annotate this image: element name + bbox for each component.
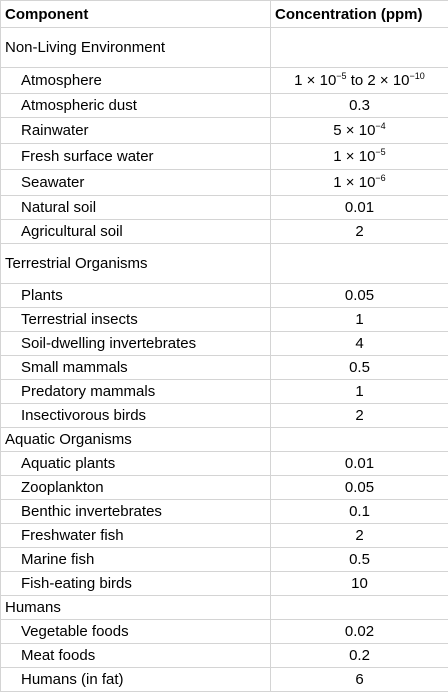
row-value: 1 × 10−5 [270,143,448,170]
table-row: Terrestrial insects 1 [0,307,448,332]
row-name: Marine fish [0,547,271,572]
section-title: Non-Living Environment [0,27,271,68]
section-row-humans: Humans [0,595,448,620]
row-name: Atmosphere [0,67,271,94]
row-value: 0.05 [270,475,448,500]
row-value: 5 × 10−4 [270,117,448,144]
table-row: Agricultural soil 2 [0,219,448,244]
row-value: 0.05 [270,283,448,308]
section-empty-cell [270,427,448,452]
row-name: Fresh surface water [0,143,271,170]
row-value: 0.3 [270,93,448,118]
table-row: Natural soil 0.01 [0,195,448,220]
sci-mantissa: 1 × 10 [333,148,376,165]
table-row: Atmosphere 1 × 10−5 to 2 × 10−10 [0,67,448,94]
row-name: Agricultural soil [0,219,271,244]
row-name: Seawater [0,169,271,196]
row-value: 0.01 [270,195,448,220]
row-name: Fish-eating birds [0,571,271,596]
component-header: Component [0,0,271,28]
row-value: 1 [270,307,448,332]
table-row: Humans (in fat) 6 [0,667,448,692]
row-name: Terrestrial insects [0,307,271,332]
row-value: 0.2 [270,643,448,668]
table-row: Seawater 1 × 10−6 [0,169,448,196]
row-name: Small mammals [0,355,271,380]
section-row-non-living: Non-Living Environment [0,27,448,68]
row-value: 4 [270,331,448,356]
table-row: Soil-dwelling invertebrates 4 [0,331,448,356]
table-row: Zooplankton 0.05 [0,475,448,500]
row-value: 2 [270,403,448,428]
row-value: 0.1 [270,499,448,524]
row-name: Aquatic plants [0,451,271,476]
sci-exponent: −5 [375,147,386,157]
table-row: Small mammals 0.5 [0,355,448,380]
section-title: Aquatic Organisms [0,427,271,452]
table-row: Rainwater 5 × 10−4 [0,117,448,144]
table-row: Freshwater fish 2 [0,523,448,548]
section-empty-cell [270,595,448,620]
row-value: 0.5 [270,355,448,380]
sci-mantissa: 5 × 10 [333,122,376,139]
section-empty-cell [270,27,448,68]
row-value: 1 × 10−5 to 2 × 10−10 [270,67,448,94]
row-name: Insectivorous birds [0,403,271,428]
row-value: 2 [270,219,448,244]
table-row: Fresh surface water 1 × 10−5 [0,143,448,170]
row-value: 1 [270,379,448,404]
row-name: Atmospheric dust [0,93,271,118]
row-name: Natural soil [0,195,271,220]
header-row: Component Concentration (ppm) [0,0,448,28]
row-value: 6 [270,667,448,692]
section-title: Humans [0,595,271,620]
sci-exponent: −10 [409,71,425,81]
table-row: Insectivorous birds 2 [0,403,448,428]
row-value: 0.02 [270,619,448,644]
row-name: Vegetable foods [0,619,271,644]
row-name: Freshwater fish [0,523,271,548]
row-value: 2 [270,523,448,548]
sci-exponent: −6 [375,173,386,183]
row-name: Rainwater [0,117,271,144]
table-row: Vegetable foods 0.02 [0,619,448,644]
section-title: Terrestrial Organisms [0,243,271,284]
concentration-header: Concentration (ppm) [270,0,448,28]
row-value: 0.01 [270,451,448,476]
sci-exponent: −5 [336,71,347,81]
row-name: Predatory mammals [0,379,271,404]
table-row: Aquatic plants 0.01 [0,451,448,476]
section-row-aquatic: Aquatic Organisms [0,427,448,452]
sci-exponent: −4 [375,121,386,131]
row-value: 10 [270,571,448,596]
row-name: Plants [0,283,271,308]
table-row: Meat foods 0.2 [0,643,448,668]
sci-range-mid: to 2 × 10 [346,72,410,89]
row-value: 1 × 10−6 [270,169,448,196]
row-name: Benthic invertebrates [0,499,271,524]
sci-mantissa: 1 × 10 [333,174,376,191]
row-name: Meat foods [0,643,271,668]
row-value: 0.5 [270,547,448,572]
row-name: Zooplankton [0,475,271,500]
sci-mantissa: 1 × 10 [294,72,337,89]
table-row: Benthic invertebrates 0.1 [0,499,448,524]
section-row-terrestrial: Terrestrial Organisms [0,243,448,284]
row-name: Humans (in fat) [0,667,271,692]
table-row: Atmospheric dust 0.3 [0,93,448,118]
table-row: Fish-eating birds 10 [0,571,448,596]
table-row: Plants 0.05 [0,283,448,308]
table-row: Marine fish 0.5 [0,547,448,572]
section-empty-cell [270,243,448,284]
table-row: Predatory mammals 1 [0,379,448,404]
row-name: Soil-dwelling invertebrates [0,331,271,356]
